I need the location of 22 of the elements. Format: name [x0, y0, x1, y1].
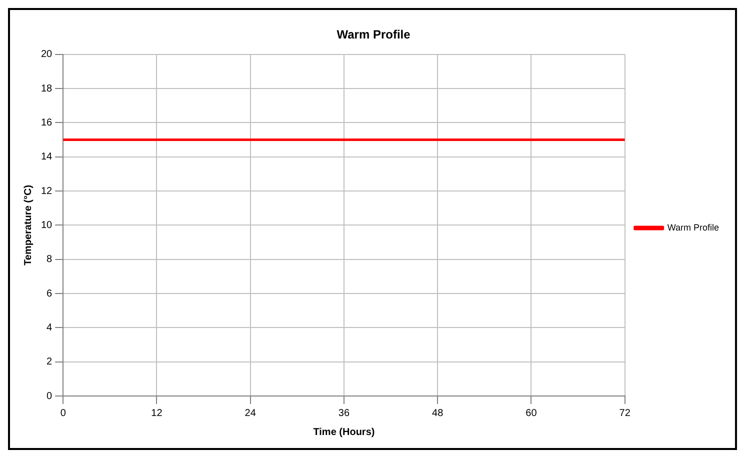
y-tick-label: 20: [41, 49, 53, 60]
x-tick-label: 24: [244, 408, 256, 419]
x-tick-label: 36: [338, 408, 350, 419]
x-tick-label: 0: [60, 408, 66, 419]
y-tick-label: 8: [46, 254, 53, 266]
y-tick-label: 2: [46, 356, 53, 368]
y-tick-label: 10: [41, 220, 53, 231]
legend-label: Warm Profile: [667, 222, 719, 232]
y-tick-label: 14: [41, 152, 53, 163]
y-tick-label: 4: [46, 322, 53, 334]
x-tick-label: 60: [526, 408, 538, 419]
y-tick-label: 6: [46, 288, 53, 300]
y-tick-label: 0: [46, 390, 53, 402]
x-axis-title: Time (Hours): [313, 426, 375, 438]
y-tick-label: 16: [41, 117, 53, 128]
y-tick-label: 18: [41, 83, 53, 94]
x-tick-label: 48: [432, 408, 444, 419]
x-tick-label: 72: [619, 408, 631, 419]
y-axis-title: Temperature (°C): [22, 184, 34, 266]
chart-title: Warm Profile: [336, 28, 411, 42]
x-tick-label: 12: [151, 408, 163, 419]
y-tick-label: 12: [41, 186, 53, 197]
